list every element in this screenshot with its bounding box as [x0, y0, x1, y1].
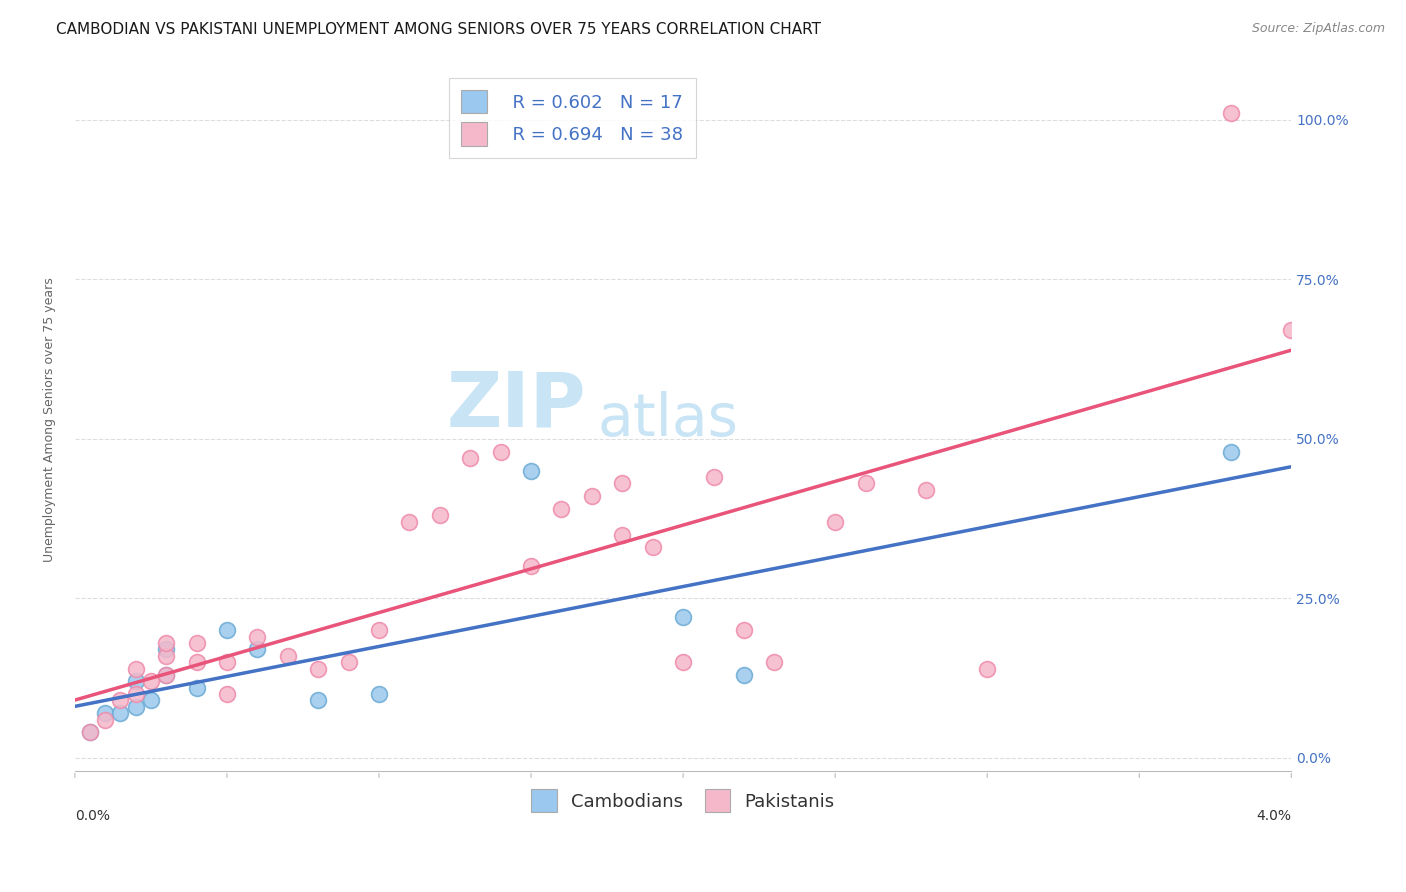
Point	[94, 706, 117, 721]
Point	[520, 559, 543, 574]
Point	[79, 725, 101, 739]
Point	[94, 713, 117, 727]
Point	[215, 687, 238, 701]
Point	[155, 636, 177, 650]
Text: 4.0%: 4.0%	[1257, 809, 1291, 823]
Point	[520, 464, 543, 478]
Point	[215, 655, 238, 669]
Point	[976, 662, 998, 676]
Point	[246, 642, 269, 657]
Point	[550, 502, 572, 516]
Text: 0.0%: 0.0%	[75, 809, 110, 823]
Point	[672, 610, 695, 624]
Point	[307, 662, 329, 676]
Point	[155, 642, 177, 657]
Point	[110, 706, 132, 721]
Legend: Cambodians, Pakistanis: Cambodians, Pakistanis	[519, 776, 848, 825]
Point	[125, 662, 148, 676]
Point	[672, 655, 695, 669]
Point	[855, 476, 877, 491]
Point	[1219, 444, 1241, 458]
Point	[915, 483, 938, 497]
Point	[139, 674, 162, 689]
Point	[763, 655, 786, 669]
Text: CAMBODIAN VS PAKISTANI UNEMPLOYMENT AMONG SENIORS OVER 75 YEARS CORRELATION CHAR: CAMBODIAN VS PAKISTANI UNEMPLOYMENT AMON…	[56, 22, 821, 37]
Point	[612, 476, 634, 491]
Point	[702, 470, 724, 484]
Point	[1279, 323, 1302, 337]
Point	[155, 648, 177, 663]
Point	[110, 693, 132, 707]
Point	[1219, 106, 1241, 120]
Point	[79, 725, 101, 739]
Point	[368, 687, 391, 701]
Point	[246, 630, 269, 644]
Point	[139, 693, 162, 707]
Point	[337, 655, 360, 669]
Point	[125, 674, 148, 689]
Text: Source: ZipAtlas.com: Source: ZipAtlas.com	[1251, 22, 1385, 36]
Point	[186, 636, 208, 650]
Point	[277, 648, 299, 663]
Point	[307, 693, 329, 707]
Point	[733, 624, 755, 638]
Point	[368, 624, 391, 638]
Point	[489, 444, 512, 458]
Point	[458, 450, 481, 465]
Point	[215, 624, 238, 638]
Point	[733, 668, 755, 682]
Point	[186, 655, 208, 669]
Point	[824, 515, 846, 529]
Point	[155, 668, 177, 682]
Text: atlas: atlas	[598, 391, 740, 448]
Y-axis label: Unemployment Among Seniors over 75 years: Unemployment Among Seniors over 75 years	[44, 277, 56, 562]
Point	[125, 699, 148, 714]
Point	[398, 515, 420, 529]
Text: ZIP: ZIP	[446, 368, 586, 442]
Point	[641, 541, 664, 555]
Point	[429, 508, 451, 523]
Point	[155, 668, 177, 682]
Point	[612, 527, 634, 541]
Point	[581, 489, 603, 503]
Point	[125, 687, 148, 701]
Point	[186, 681, 208, 695]
